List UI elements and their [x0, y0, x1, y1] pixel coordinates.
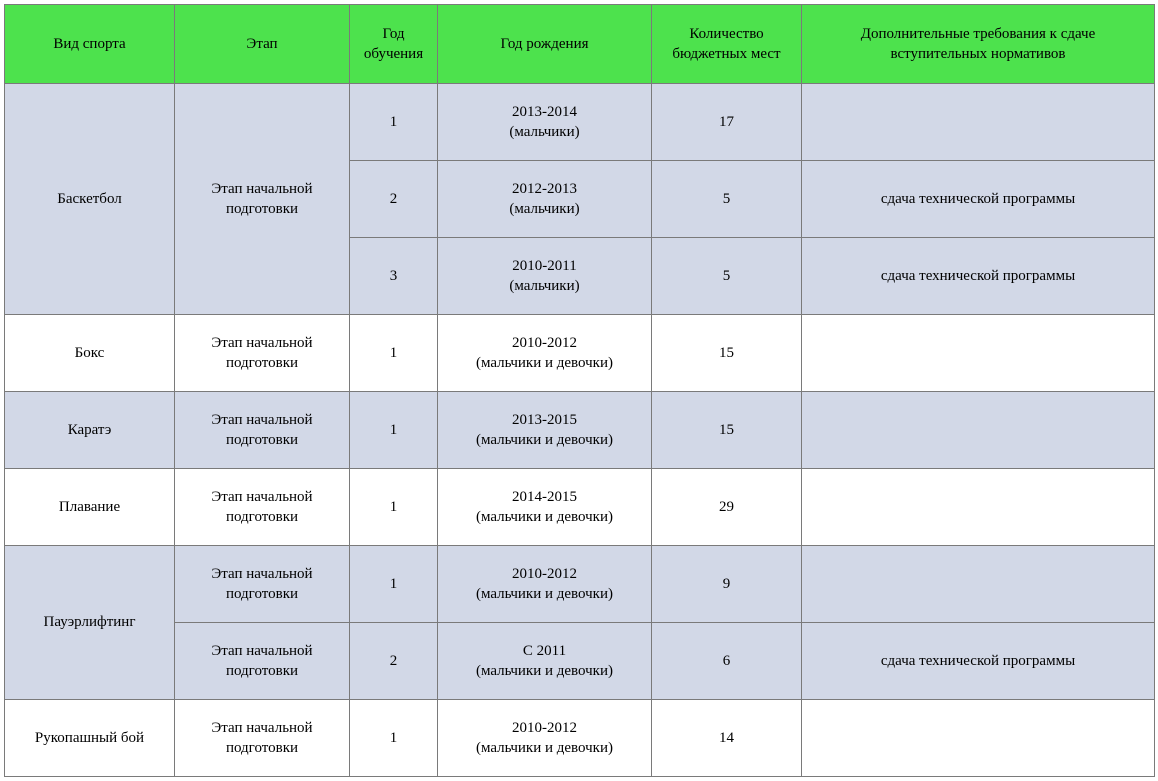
cell-sport: Рукопашный бой: [5, 700, 175, 777]
col-sport: Вид спорта: [5, 5, 175, 84]
cell-req: [802, 546, 1155, 623]
col-places-l1: Количество: [662, 24, 791, 44]
cell-birth: 2010-2012 (мальчики и девочки): [438, 315, 652, 392]
cell-places: 15: [652, 315, 802, 392]
cell-birth: 2014-2015 (мальчики и девочки): [438, 469, 652, 546]
table-row: Пауэрлифтинг Этап начальной подготовки 1…: [5, 546, 1155, 623]
col-birth-year: Год рождения: [438, 5, 652, 84]
cell-stage: Этап начальной подготовки: [175, 700, 350, 777]
cell-req: [802, 392, 1155, 469]
cell-stage: Этап начальной подготовки: [175, 623, 350, 700]
cell-sport: Плавание: [5, 469, 175, 546]
cell-places: 5: [652, 238, 802, 315]
cell-study-year: 2: [350, 161, 438, 238]
cell-places: 14: [652, 700, 802, 777]
col-places-l2: бюджетных мест: [662, 44, 791, 64]
cell-study-year: 1: [350, 84, 438, 161]
cell-req: сдача технической программы: [802, 161, 1155, 238]
cell-stage: Этап начальной подготовки: [175, 315, 350, 392]
cell-birth: 2013-2015 (мальчики и девочки): [438, 392, 652, 469]
cell-study-year: 1: [350, 700, 438, 777]
table-header-row: Вид спорта Этап Год обучения Год рождени…: [5, 5, 1155, 84]
cell-birth: 2010-2011 (мальчики): [438, 238, 652, 315]
cell-places: 15: [652, 392, 802, 469]
col-study-year: Год обучения: [350, 5, 438, 84]
col-stage: Этап: [175, 5, 350, 84]
cell-req: сдача технической программы: [802, 238, 1155, 315]
cell-sport: Каратэ: [5, 392, 175, 469]
cell-stage: Этап начальной подготовки: [175, 546, 350, 623]
cell-req: сдача технической программы: [802, 623, 1155, 700]
cell-req: [802, 84, 1155, 161]
table-row: Этап начальной подготовки 2 С 2011 (маль…: [5, 623, 1155, 700]
cell-places: 9: [652, 546, 802, 623]
cell-birth: 2010-2012 (мальчики и девочки): [438, 546, 652, 623]
cell-req: [802, 315, 1155, 392]
col-requirements: Дополнительные требования к сдаче вступи…: [802, 5, 1155, 84]
col-places: Количество бюджетных мест: [652, 5, 802, 84]
cell-study-year: 3: [350, 238, 438, 315]
col-req-l1: Дополнительные требования к сдаче: [812, 24, 1144, 44]
cell-sport: Бокс: [5, 315, 175, 392]
cell-study-year: 2: [350, 623, 438, 700]
cell-req: [802, 469, 1155, 546]
table-row: Баскетбол Этап начальной подготовки 1 20…: [5, 84, 1155, 161]
cell-req: [802, 700, 1155, 777]
col-study-year-l1: Год: [360, 24, 427, 44]
cell-stage: Этап начальной подготовки: [175, 469, 350, 546]
table-row: Бокс Этап начальной подготовки 1 2010-20…: [5, 315, 1155, 392]
cell-study-year: 1: [350, 392, 438, 469]
cell-places: 29: [652, 469, 802, 546]
cell-study-year: 1: [350, 315, 438, 392]
cell-stage: Этап начальной подготовки: [175, 392, 350, 469]
cell-birth: 2012-2013 (мальчики): [438, 161, 652, 238]
cell-study-year: 1: [350, 469, 438, 546]
sports-admission-table: Вид спорта Этап Год обучения Год рождени…: [4, 4, 1155, 777]
cell-birth: 2013-2014 (мальчики): [438, 84, 652, 161]
cell-birth: 2010-2012 (мальчики и девочки): [438, 700, 652, 777]
table-row: Плавание Этап начальной подготовки 1 201…: [5, 469, 1155, 546]
cell-birth: С 2011 (мальчики и девочки): [438, 623, 652, 700]
col-req-l2: вступительных нормативов: [812, 44, 1144, 64]
col-study-year-l2: обучения: [360, 44, 427, 64]
cell-stage: Этап начальной подготовки: [175, 84, 350, 315]
cell-places: 5: [652, 161, 802, 238]
table-row: Каратэ Этап начальной подготовки 1 2013-…: [5, 392, 1155, 469]
cell-places: 6: [652, 623, 802, 700]
cell-sport: Баскетбол: [5, 84, 175, 315]
table-row: Рукопашный бой Этап начальной подготовки…: [5, 700, 1155, 777]
cell-places: 17: [652, 84, 802, 161]
cell-sport: Пауэрлифтинг: [5, 546, 175, 700]
cell-study-year: 1: [350, 546, 438, 623]
